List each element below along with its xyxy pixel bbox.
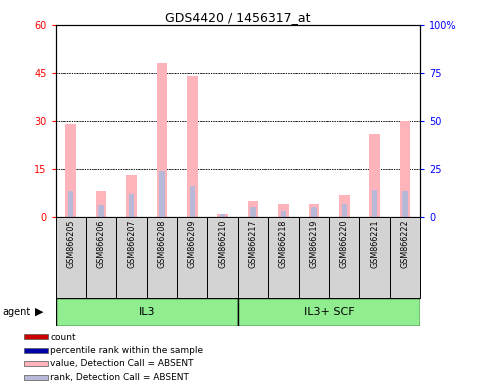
Bar bbox=[56, 298, 238, 326]
Bar bbox=[24, 334, 48, 339]
Bar bbox=[329, 217, 359, 298]
Bar bbox=[359, 217, 390, 298]
Bar bbox=[24, 375, 48, 380]
Bar bbox=[129, 194, 134, 217]
Text: GSM866205: GSM866205 bbox=[66, 219, 75, 268]
Text: GSM866221: GSM866221 bbox=[370, 219, 379, 268]
Bar bbox=[86, 217, 116, 298]
Bar bbox=[298, 217, 329, 298]
Bar bbox=[220, 214, 226, 217]
Text: GSM866220: GSM866220 bbox=[340, 219, 349, 268]
Bar bbox=[159, 171, 165, 217]
Bar bbox=[372, 190, 377, 217]
Bar bbox=[65, 124, 76, 217]
Bar bbox=[156, 63, 167, 217]
Bar bbox=[96, 191, 106, 217]
Bar bbox=[268, 217, 298, 298]
Bar bbox=[369, 134, 380, 217]
Bar bbox=[99, 205, 104, 217]
Bar bbox=[281, 211, 286, 217]
Bar bbox=[248, 201, 258, 217]
Text: IL3: IL3 bbox=[139, 307, 155, 317]
Bar bbox=[238, 298, 420, 326]
Bar bbox=[278, 204, 289, 217]
Text: GSM866217: GSM866217 bbox=[249, 219, 257, 268]
Text: value, Detection Call = ABSENT: value, Detection Call = ABSENT bbox=[50, 359, 194, 368]
Text: IL3+ SCF: IL3+ SCF bbox=[304, 307, 355, 317]
Bar bbox=[189, 186, 195, 217]
Bar bbox=[24, 361, 48, 366]
Bar bbox=[250, 207, 256, 217]
Text: percentile rank within the sample: percentile rank within the sample bbox=[50, 346, 203, 355]
Text: count: count bbox=[50, 333, 76, 342]
Bar bbox=[339, 195, 350, 217]
Bar bbox=[24, 348, 48, 353]
Text: GSM866218: GSM866218 bbox=[279, 219, 288, 268]
Bar bbox=[390, 217, 420, 298]
Bar bbox=[187, 76, 198, 217]
Text: GSM866207: GSM866207 bbox=[127, 219, 136, 268]
Bar bbox=[402, 191, 408, 217]
Text: GSM866219: GSM866219 bbox=[309, 219, 318, 268]
Bar bbox=[238, 217, 268, 298]
Bar bbox=[68, 191, 73, 217]
Bar bbox=[147, 217, 177, 298]
Text: GSM866222: GSM866222 bbox=[400, 219, 410, 268]
Text: GSM866210: GSM866210 bbox=[218, 219, 227, 268]
Bar bbox=[126, 175, 137, 217]
Bar bbox=[177, 217, 208, 298]
Text: GSM866206: GSM866206 bbox=[97, 219, 106, 268]
Bar bbox=[208, 217, 238, 298]
Text: GSM866209: GSM866209 bbox=[188, 219, 197, 268]
Title: GDS4420 / 1456317_at: GDS4420 / 1456317_at bbox=[165, 11, 311, 24]
Bar bbox=[217, 214, 228, 217]
Text: agent: agent bbox=[2, 307, 30, 317]
Text: GSM866208: GSM866208 bbox=[157, 219, 167, 268]
Bar bbox=[341, 204, 347, 217]
Text: ▶: ▶ bbox=[35, 307, 44, 317]
Bar bbox=[311, 207, 316, 217]
Bar bbox=[56, 217, 86, 298]
Bar bbox=[116, 217, 147, 298]
Bar bbox=[400, 121, 411, 217]
Bar bbox=[309, 204, 319, 217]
Text: rank, Detection Call = ABSENT: rank, Detection Call = ABSENT bbox=[50, 373, 189, 382]
